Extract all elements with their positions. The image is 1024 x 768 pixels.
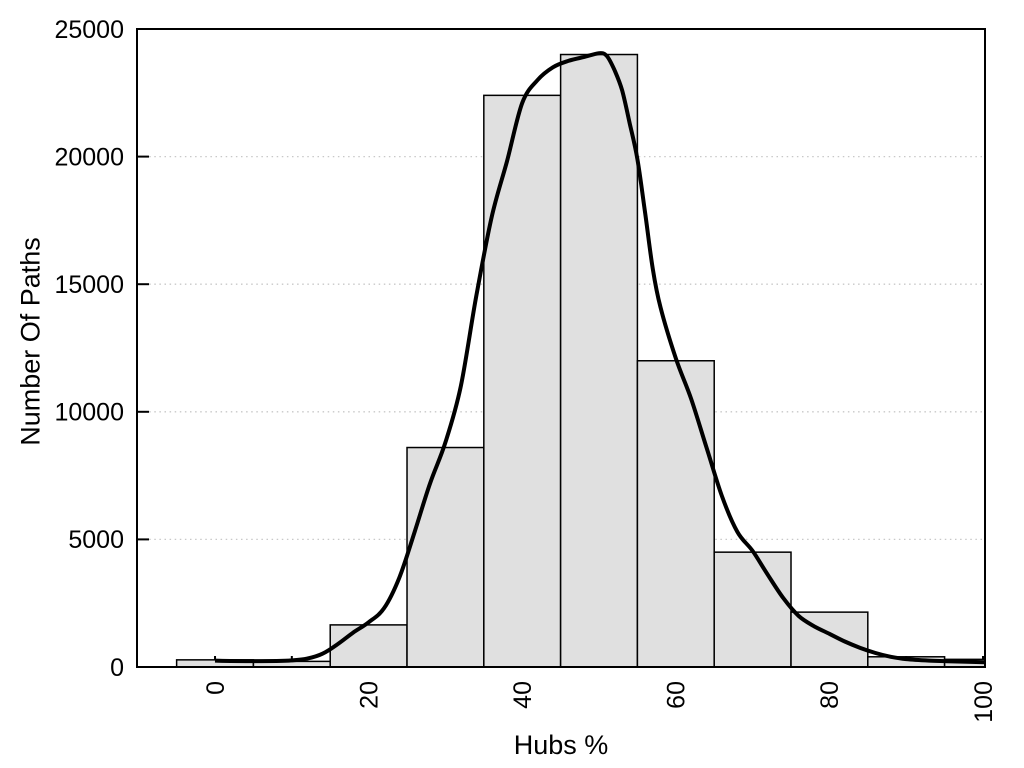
histogram-bar xyxy=(713,551,792,667)
plot-frame xyxy=(136,28,986,668)
y-tick-label: 0 xyxy=(110,654,124,682)
x-tick-label: 40 xyxy=(509,681,537,709)
histogram-bar xyxy=(406,446,485,667)
x-tick-label: 20 xyxy=(355,681,383,709)
density-curve xyxy=(214,51,985,665)
histogram-bar xyxy=(329,624,408,667)
y-tick-label: 25000 xyxy=(54,16,124,44)
histogram-bars xyxy=(175,53,985,667)
y-tick-label: 15000 xyxy=(54,271,124,299)
y-tick-label: 10000 xyxy=(54,399,124,427)
y-tick-label: 5000 xyxy=(68,526,124,554)
x-axis-title: Hubs % xyxy=(513,730,609,760)
histogram-bar xyxy=(559,53,639,667)
x-tick-label: 0 xyxy=(202,681,230,695)
x-tick-labels: 0 20 40 60 80 100 xyxy=(202,681,998,723)
x-tick-label: 60 xyxy=(663,681,691,709)
y-axis-title: Number Of Paths xyxy=(15,237,46,446)
histogram-bar xyxy=(483,94,562,667)
y-tick-marks xyxy=(137,28,149,668)
y-tick-label: 20000 xyxy=(54,143,124,171)
y-tick-labels: 0 5000 10000 15000 20000 25000 xyxy=(54,16,124,682)
x-tick-label: 80 xyxy=(816,681,844,709)
histogram-bar xyxy=(790,611,869,667)
x-tick-label: 100 xyxy=(970,681,998,723)
histogram-bar xyxy=(636,360,715,667)
